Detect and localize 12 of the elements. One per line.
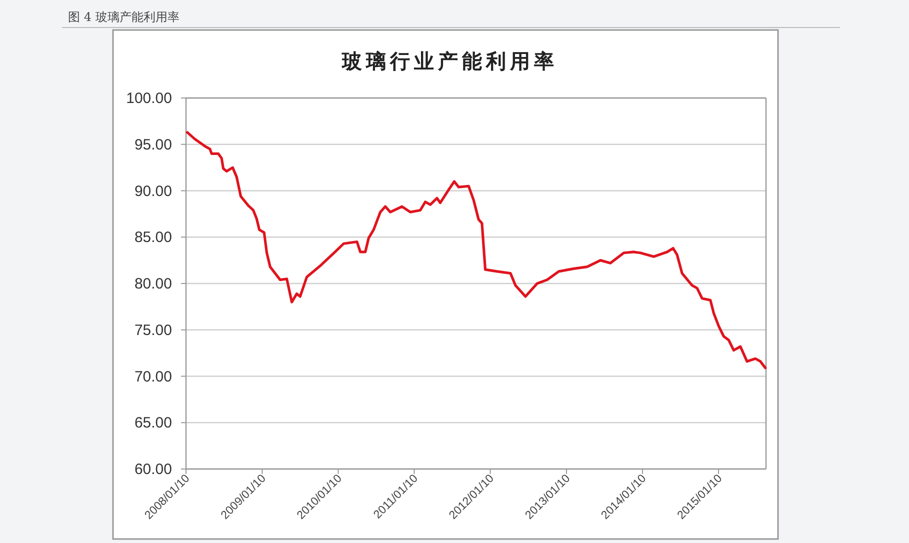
y-tick-label: 80.00 [134,276,172,292]
y-tick-label: 65.00 [134,414,172,432]
y-tick-label: 75.00 [134,322,172,339]
caption: 图 4 玻璃产能利用率 [68,10,180,24]
y-tick-label: 85.00 [134,229,172,246]
line-series [186,131,767,370]
y-tick-label: 95.00 [134,136,172,154]
y-tick-label: 60.00 [134,461,172,478]
y-tick-label: 70.00 [134,368,172,386]
chart-title: 玻璃行业产能利用率 [341,49,558,73]
y-tick-label: 100.00 [126,90,172,107]
y-tick-label: 90.00 [134,182,172,200]
